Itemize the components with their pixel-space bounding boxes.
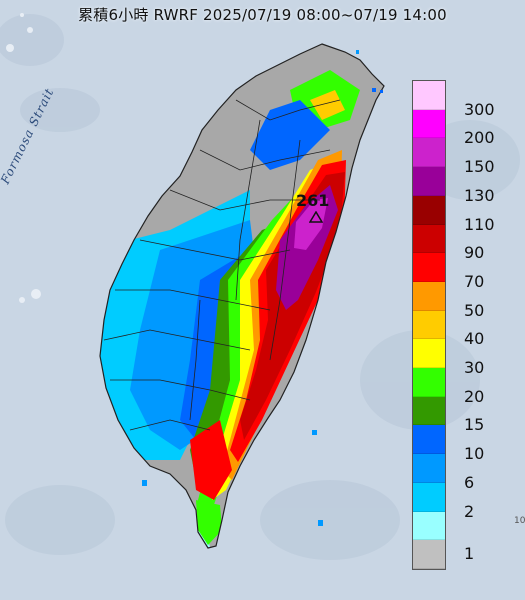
legend-label: 15	[464, 415, 485, 435]
taiwan-outline	[99, 43, 385, 549]
legend-swatch	[413, 195, 445, 225]
legend-label: 30	[464, 358, 485, 378]
legend-swatch	[413, 310, 445, 340]
rainfall-legend: 300 200 150 130 110 90 70 50 40 30 20 15 10 6 2 1	[412, 80, 522, 572]
legend-swatch	[413, 253, 445, 282]
legend-label: 1	[464, 543, 475, 563]
legend-swatch	[413, 454, 445, 483]
legend-label: 300	[464, 99, 495, 119]
east-coast-pixels	[372, 88, 383, 93]
legend-color-bar	[412, 80, 446, 570]
legend-swatch	[413, 482, 445, 512]
legend-swatch	[413, 368, 445, 397]
legend-label: 70	[464, 271, 485, 291]
legend-label: 90	[464, 243, 485, 263]
legend-label: 2	[464, 501, 475, 521]
offshore-islands	[142, 50, 359, 526]
legend-label: 10	[464, 444, 485, 464]
rain-zone-150mm	[294, 198, 328, 250]
legend-swatch	[413, 425, 445, 455]
boundary-lines	[103, 99, 341, 431]
sea-clutter	[6, 13, 41, 303]
legend-label: 110	[464, 214, 495, 234]
sea-texture	[0, 14, 520, 560]
legend-swatch	[413, 224, 445, 254]
legend-label: 150	[464, 157, 495, 177]
legend-swatch	[413, 109, 445, 139]
legend-label: 130	[464, 185, 495, 205]
rain-zone-northeast	[250, 100, 330, 170]
corner-mark: 10	[514, 516, 525, 526]
rain-zone-south-tip	[196, 500, 222, 545]
legend-swatch	[413, 511, 445, 541]
legend-swatch	[413, 138, 445, 168]
rain-zone-south	[190, 420, 232, 500]
map-title: 累積6小時 RWRF 2025/07/19 08:00~07/19 14:00	[78, 6, 447, 24]
legend-label: 50	[464, 300, 485, 320]
legend-label: 40	[464, 329, 485, 349]
peak-rainfall-value: 261	[296, 191, 330, 210]
legend-swatch	[413, 396, 445, 426]
legend-swatch	[413, 167, 445, 196]
legend-label: 20	[464, 386, 485, 406]
legend-swatch	[413, 540, 445, 569]
legend-swatch	[413, 81, 445, 110]
legend-swatch	[413, 281, 445, 311]
peak-triangle-icon	[309, 211, 323, 223]
legend-swatch	[413, 339, 445, 369]
legend-label: 200	[464, 128, 495, 148]
legend-label: 6	[464, 472, 475, 492]
rain-zone-north-core	[310, 90, 345, 120]
